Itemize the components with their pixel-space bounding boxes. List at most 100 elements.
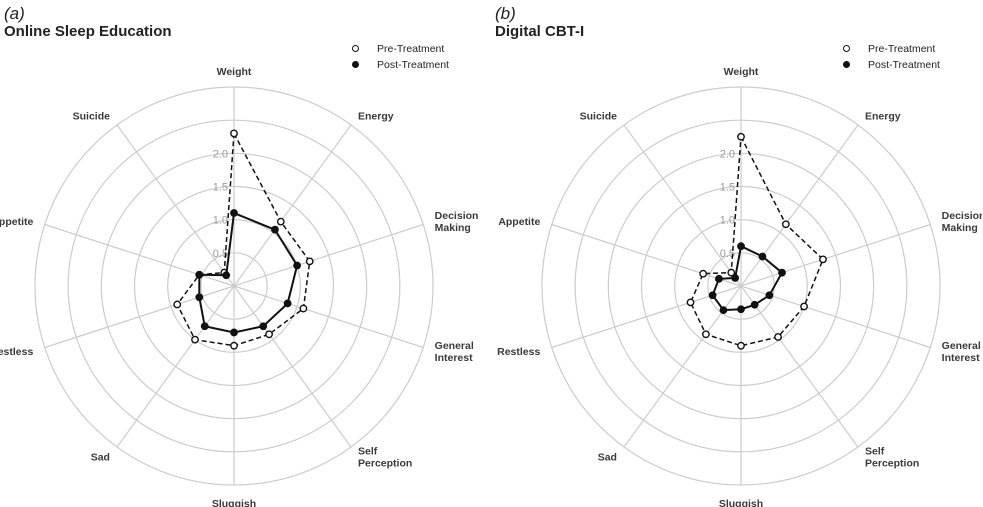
axis-label: Weight <box>724 66 759 78</box>
data-point-post <box>195 293 204 302</box>
legend-entry-post: Post-Treatment <box>349 57 449 73</box>
axis-label: Appetite <box>0 216 33 228</box>
data-point-post <box>195 270 204 279</box>
axis-label: Sluggish <box>719 498 763 507</box>
open-circle-icon <box>349 41 363 57</box>
grid-spoke <box>44 223 235 287</box>
axis-label-line: Sad <box>91 452 110 464</box>
data-point-post <box>750 300 759 309</box>
data-point-post <box>719 306 728 315</box>
filled-circle-icon <box>840 57 854 73</box>
panel-a: 0.5 1.0 1.5 2.0 Weight Energy Decision Making Ge… <box>0 0 491 507</box>
axis-label-line: Weight <box>724 66 759 78</box>
data-point-pre <box>727 268 736 277</box>
axis-label: Restless <box>497 346 540 358</box>
grid-spoke <box>233 285 352 448</box>
data-point-pre <box>781 220 790 229</box>
axis-label-line: Perception <box>358 458 412 470</box>
axis-label-line: Restless <box>0 346 33 358</box>
filled-circle-icon <box>349 57 363 73</box>
data-point-post <box>230 209 238 217</box>
axis-label-line: Making <box>942 222 978 234</box>
axis-label-line: Decision <box>435 210 479 222</box>
legend-label: Post-Treatment <box>868 59 940 71</box>
axis-label-line: Suicide <box>580 110 618 122</box>
axis-label: Restless <box>0 346 33 358</box>
axis-label-line: General <box>942 340 981 352</box>
grid-spoke <box>740 223 931 287</box>
series-line-pre <box>689 134 824 347</box>
axis-label: Sluggish <box>212 498 256 507</box>
data-point-pre <box>800 302 808 311</box>
grid-spoke <box>551 223 742 287</box>
axis-label-line: Perception <box>865 458 919 470</box>
axis-label: Self Perception <box>865 446 919 470</box>
data-point-pre <box>686 298 695 307</box>
axis-label-line: Self <box>865 446 885 458</box>
radar-chart-b: 0.5 1.0 1.5 2.0 Weight Energy Decision Making Ge… <box>497 66 982 507</box>
data-point-post <box>765 291 774 300</box>
axis-label-line: Sluggish <box>719 498 763 507</box>
legend-label: Pre-Treatment <box>868 43 936 55</box>
legend: Pre-Treatment Post-Treatment <box>840 41 940 73</box>
legend-label: Post-Treatment <box>377 59 449 71</box>
axis-label-line: Restless <box>497 346 540 358</box>
grid-spoke <box>44 285 235 349</box>
axis-label-line: Sluggish <box>212 498 256 507</box>
data-point-post <box>271 225 279 234</box>
axis-label-line: Suicide <box>73 110 111 122</box>
data-point-pre <box>299 304 308 313</box>
open-circle-icon <box>840 41 854 57</box>
axis-label-line: Appetite <box>0 216 33 228</box>
data-point-post <box>293 261 301 270</box>
axis-label: Sad <box>598 452 617 464</box>
data-point-post <box>715 274 723 283</box>
data-point-post <box>731 274 740 282</box>
ring-tick-label: 2.0 <box>213 148 228 160</box>
legend-entry-pre: Pre-Treatment <box>349 41 449 57</box>
panel-letter: (a) <box>4 4 25 23</box>
data-point-pre <box>191 335 199 344</box>
grid-spoke <box>233 223 424 287</box>
data-point-post <box>737 305 745 314</box>
data-point-pre <box>265 330 273 339</box>
axis-label-line: Energy <box>865 110 901 122</box>
axis-label: Weight <box>217 66 252 78</box>
axis-label-line: Making <box>435 222 471 234</box>
data-point-pre <box>276 217 285 226</box>
axis-label: Suicide <box>73 110 111 122</box>
axis-label: General Interest <box>942 340 981 364</box>
data-point-post <box>708 291 717 300</box>
data-point-post <box>283 299 292 308</box>
panel-b: 0.5 1.0 1.5 2.0 Weight Energy Decision Making Ge… <box>491 0 982 507</box>
grid-spoke <box>116 124 235 287</box>
radar-chart-a: 0.5 1.0 1.5 2.0 Weight Energy Decision Making Ge… <box>0 66 479 507</box>
axis-label-line: Appetite <box>498 216 540 228</box>
data-point-pre <box>819 255 827 264</box>
data-point-post <box>222 271 231 280</box>
ring-tick-label: 0.5 <box>213 248 228 260</box>
panel-letter: (b) <box>495 4 516 23</box>
axis-label: Decision Making <box>435 210 479 234</box>
axis-label: General Interest <box>435 340 474 364</box>
axis-label-line: Interest <box>435 352 473 364</box>
data-point-post <box>758 252 767 261</box>
data-point-pre <box>737 341 745 350</box>
axis-label-line: Decision <box>942 210 982 222</box>
grid-spoke <box>233 285 424 349</box>
axis-label: Energy <box>358 110 394 122</box>
axis-label: Appetite <box>498 216 540 228</box>
grid-spoke <box>740 285 859 448</box>
data-point-pre <box>230 341 238 350</box>
grid-spoke <box>623 124 742 287</box>
axis-label-line: Weight <box>217 66 252 78</box>
axis-label: Self Perception <box>358 446 412 470</box>
axis-label-line: Interest <box>942 352 980 364</box>
data-point-pre <box>699 269 708 278</box>
data-point-pre <box>173 300 182 309</box>
grid-spoke <box>740 124 859 287</box>
axis-label: Energy <box>865 110 901 122</box>
data-point-pre <box>774 333 782 341</box>
grid-spoke <box>116 285 235 448</box>
data-point-post <box>200 322 209 331</box>
